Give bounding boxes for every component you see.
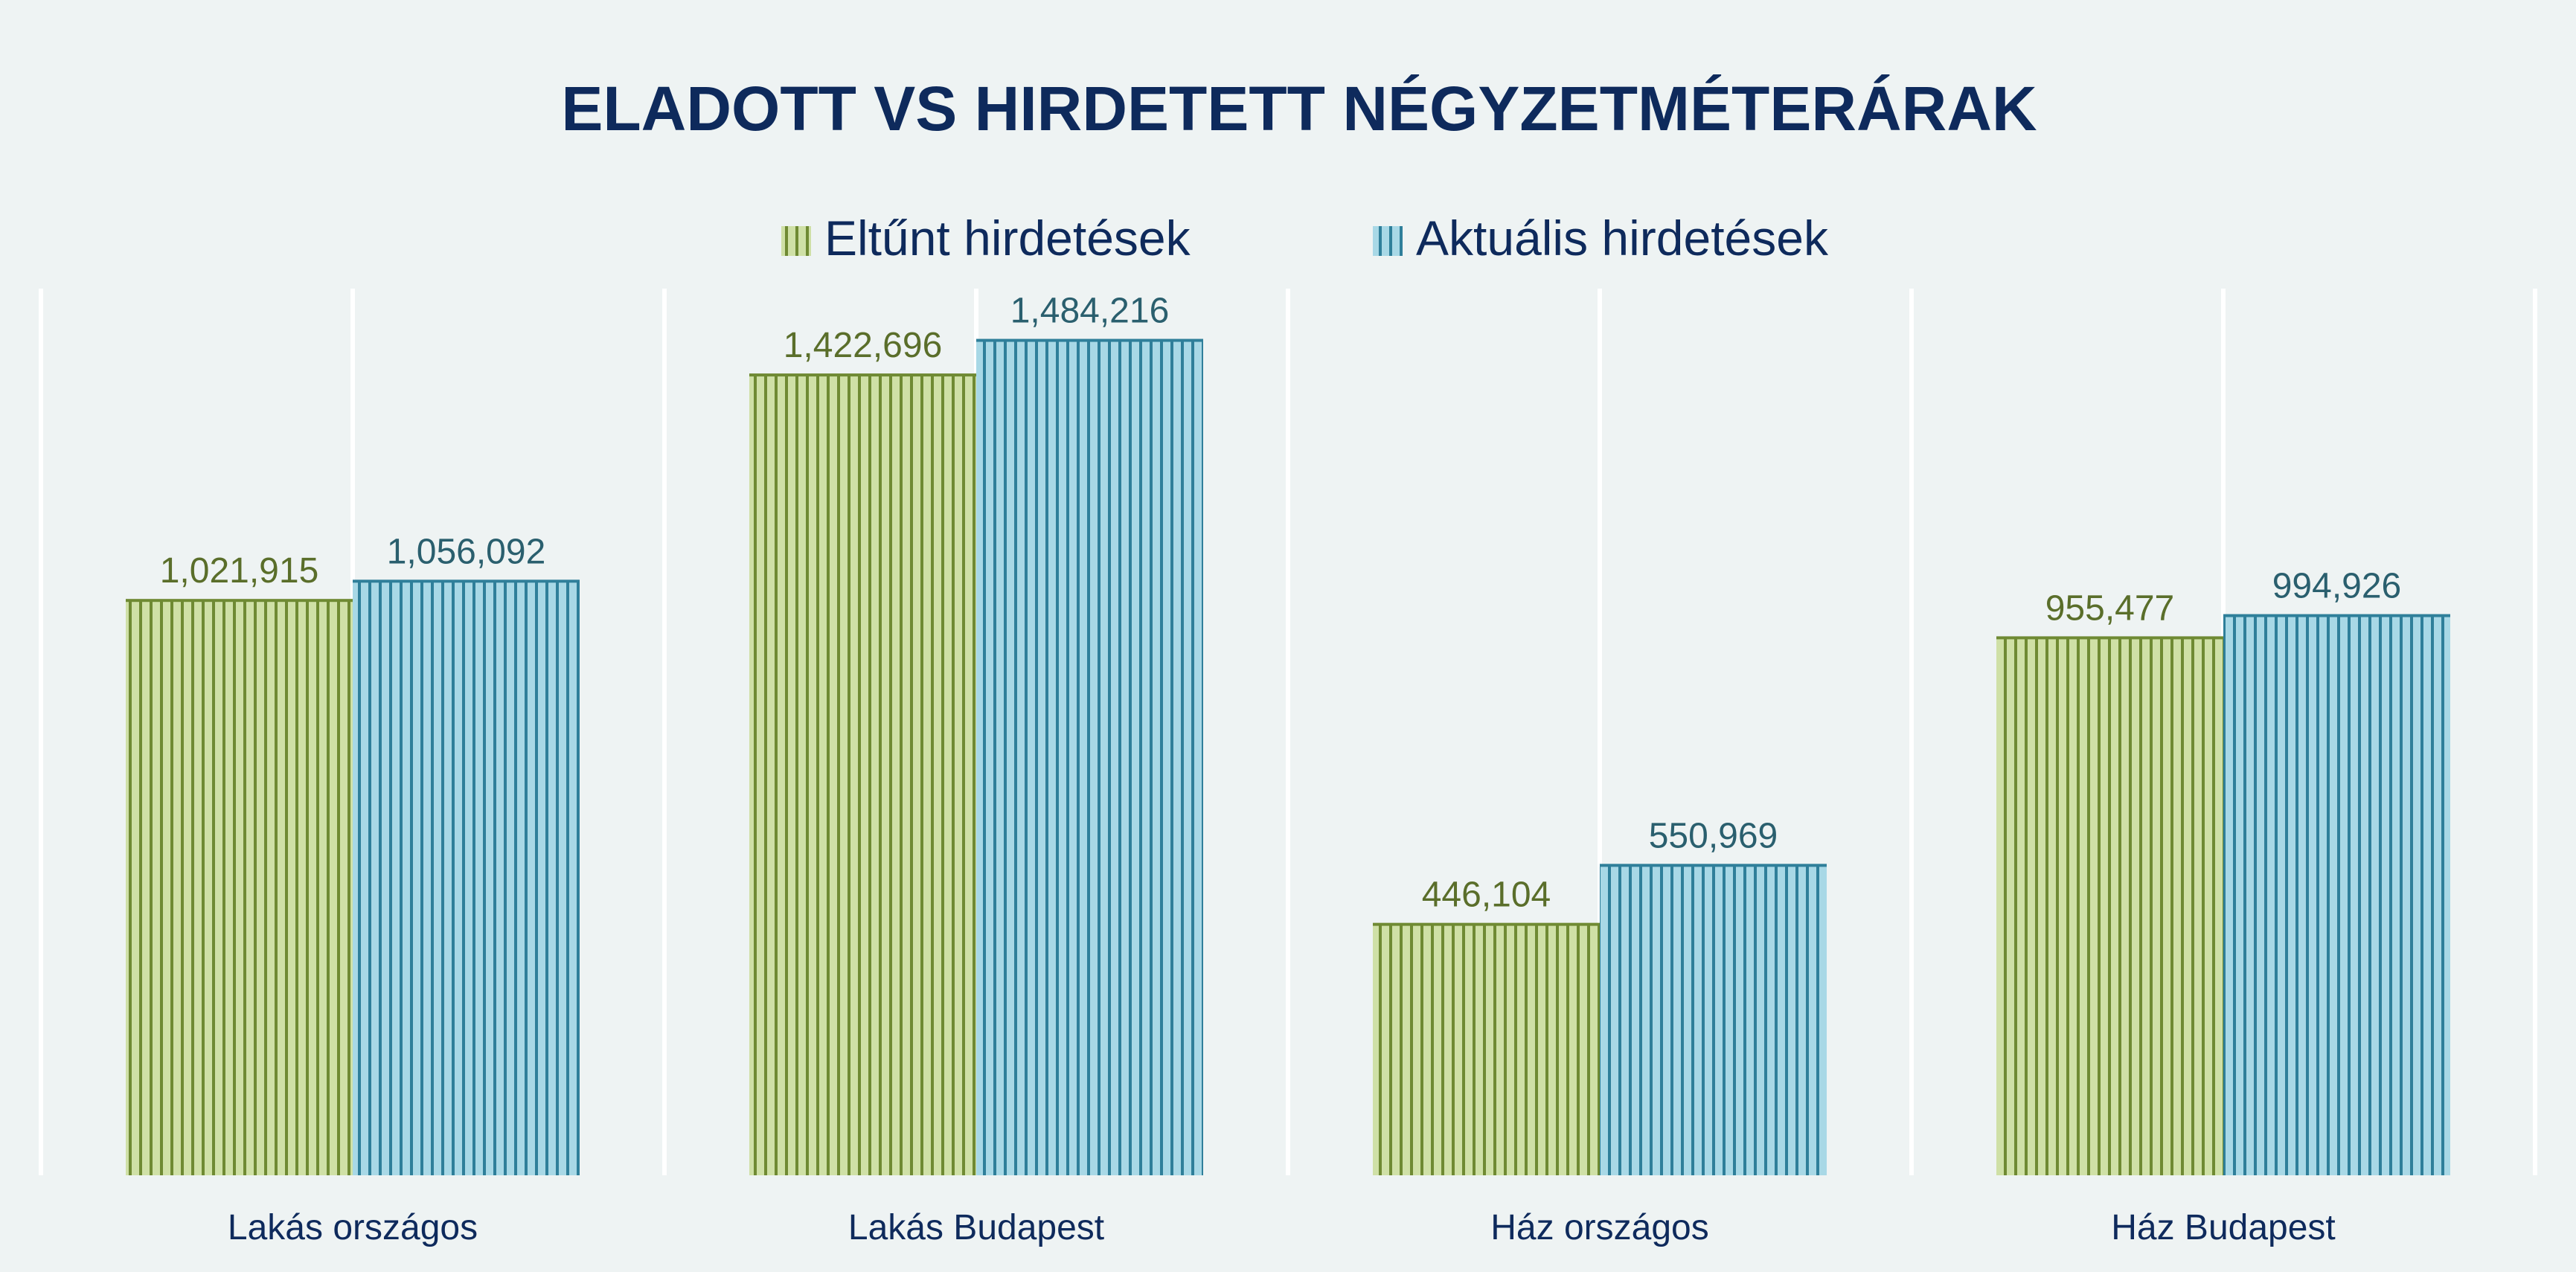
value-label-eltunt-4: 955,477 [2045,588,2175,628]
category-boundary-line [662,289,667,1175]
value-label-aktualis-2: 1,484,216 [1010,292,1170,331]
value-label-eltunt-3: 446,104 [1422,876,1551,915]
value-label-eltunt-2: 1,422,696 [784,326,943,365]
legend-label-1: Eltűnt hirdetések [824,211,1191,266]
category-label-2: Lakás Budapest [848,1208,1104,1247]
value-label-aktualis-3: 550,969 [1649,816,1778,855]
bar-eltunt-1 [126,600,353,1175]
legend-label-2: Aktuális hirdetések [1416,211,1829,266]
legend: Eltűnt hirdetések Aktuális hirdetések [781,211,1829,266]
category-label-1: Lakás országos [228,1208,478,1247]
bar-top-edge [126,599,353,603]
bar-top-edge [749,373,976,377]
value-labels: 1,021,915 1,056,092 1,422,696 1,484,216 446,… [160,292,2402,915]
bar-top-edge [1373,922,1600,926]
category-labels: Lakás országos Lakás Budapest Ház országos… [228,1208,2336,1247]
legend-swatch-2 [1373,226,1403,256]
value-label-aktualis-4: 994,926 [2272,567,2402,606]
category-label-3: Ház országos [1490,1208,1708,1247]
category-label-4: Ház Budapest [2111,1208,2336,1247]
bar-aktualis-1 [353,581,580,1175]
bars [126,338,2450,1175]
value-label-aktualis-1: 1,056,092 [387,532,546,571]
chart-title: ELADOTT VS HIRDETETT NÉGYZETMÉTERÁRAK [561,74,2037,144]
bar-top-edge [1996,636,2223,640]
value-label-eltunt-1: 1,021,915 [160,551,319,591]
bar-eltunt-4 [1996,637,2223,1175]
bar-eltunt-3 [1373,924,1600,1175]
category-boundary-line [1909,289,1914,1175]
category-boundary-line [39,289,43,1175]
bar-top-edge [353,579,580,583]
category-boundary-line [1286,289,1290,1175]
category-boundary-line [2533,289,2537,1175]
bar-top-edge [1600,864,1827,867]
bar-top-edge [976,338,1203,342]
bar-aktualis-4 [2223,615,2450,1175]
bar-aktualis-3 [1600,865,1827,1175]
bar-top-edge [2223,614,2450,617]
legend-swatch-1 [781,226,811,256]
category-center-line [1598,289,1602,1175]
bar-eltunt-2 [749,375,976,1175]
bar-aktualis-2 [976,340,1203,1175]
